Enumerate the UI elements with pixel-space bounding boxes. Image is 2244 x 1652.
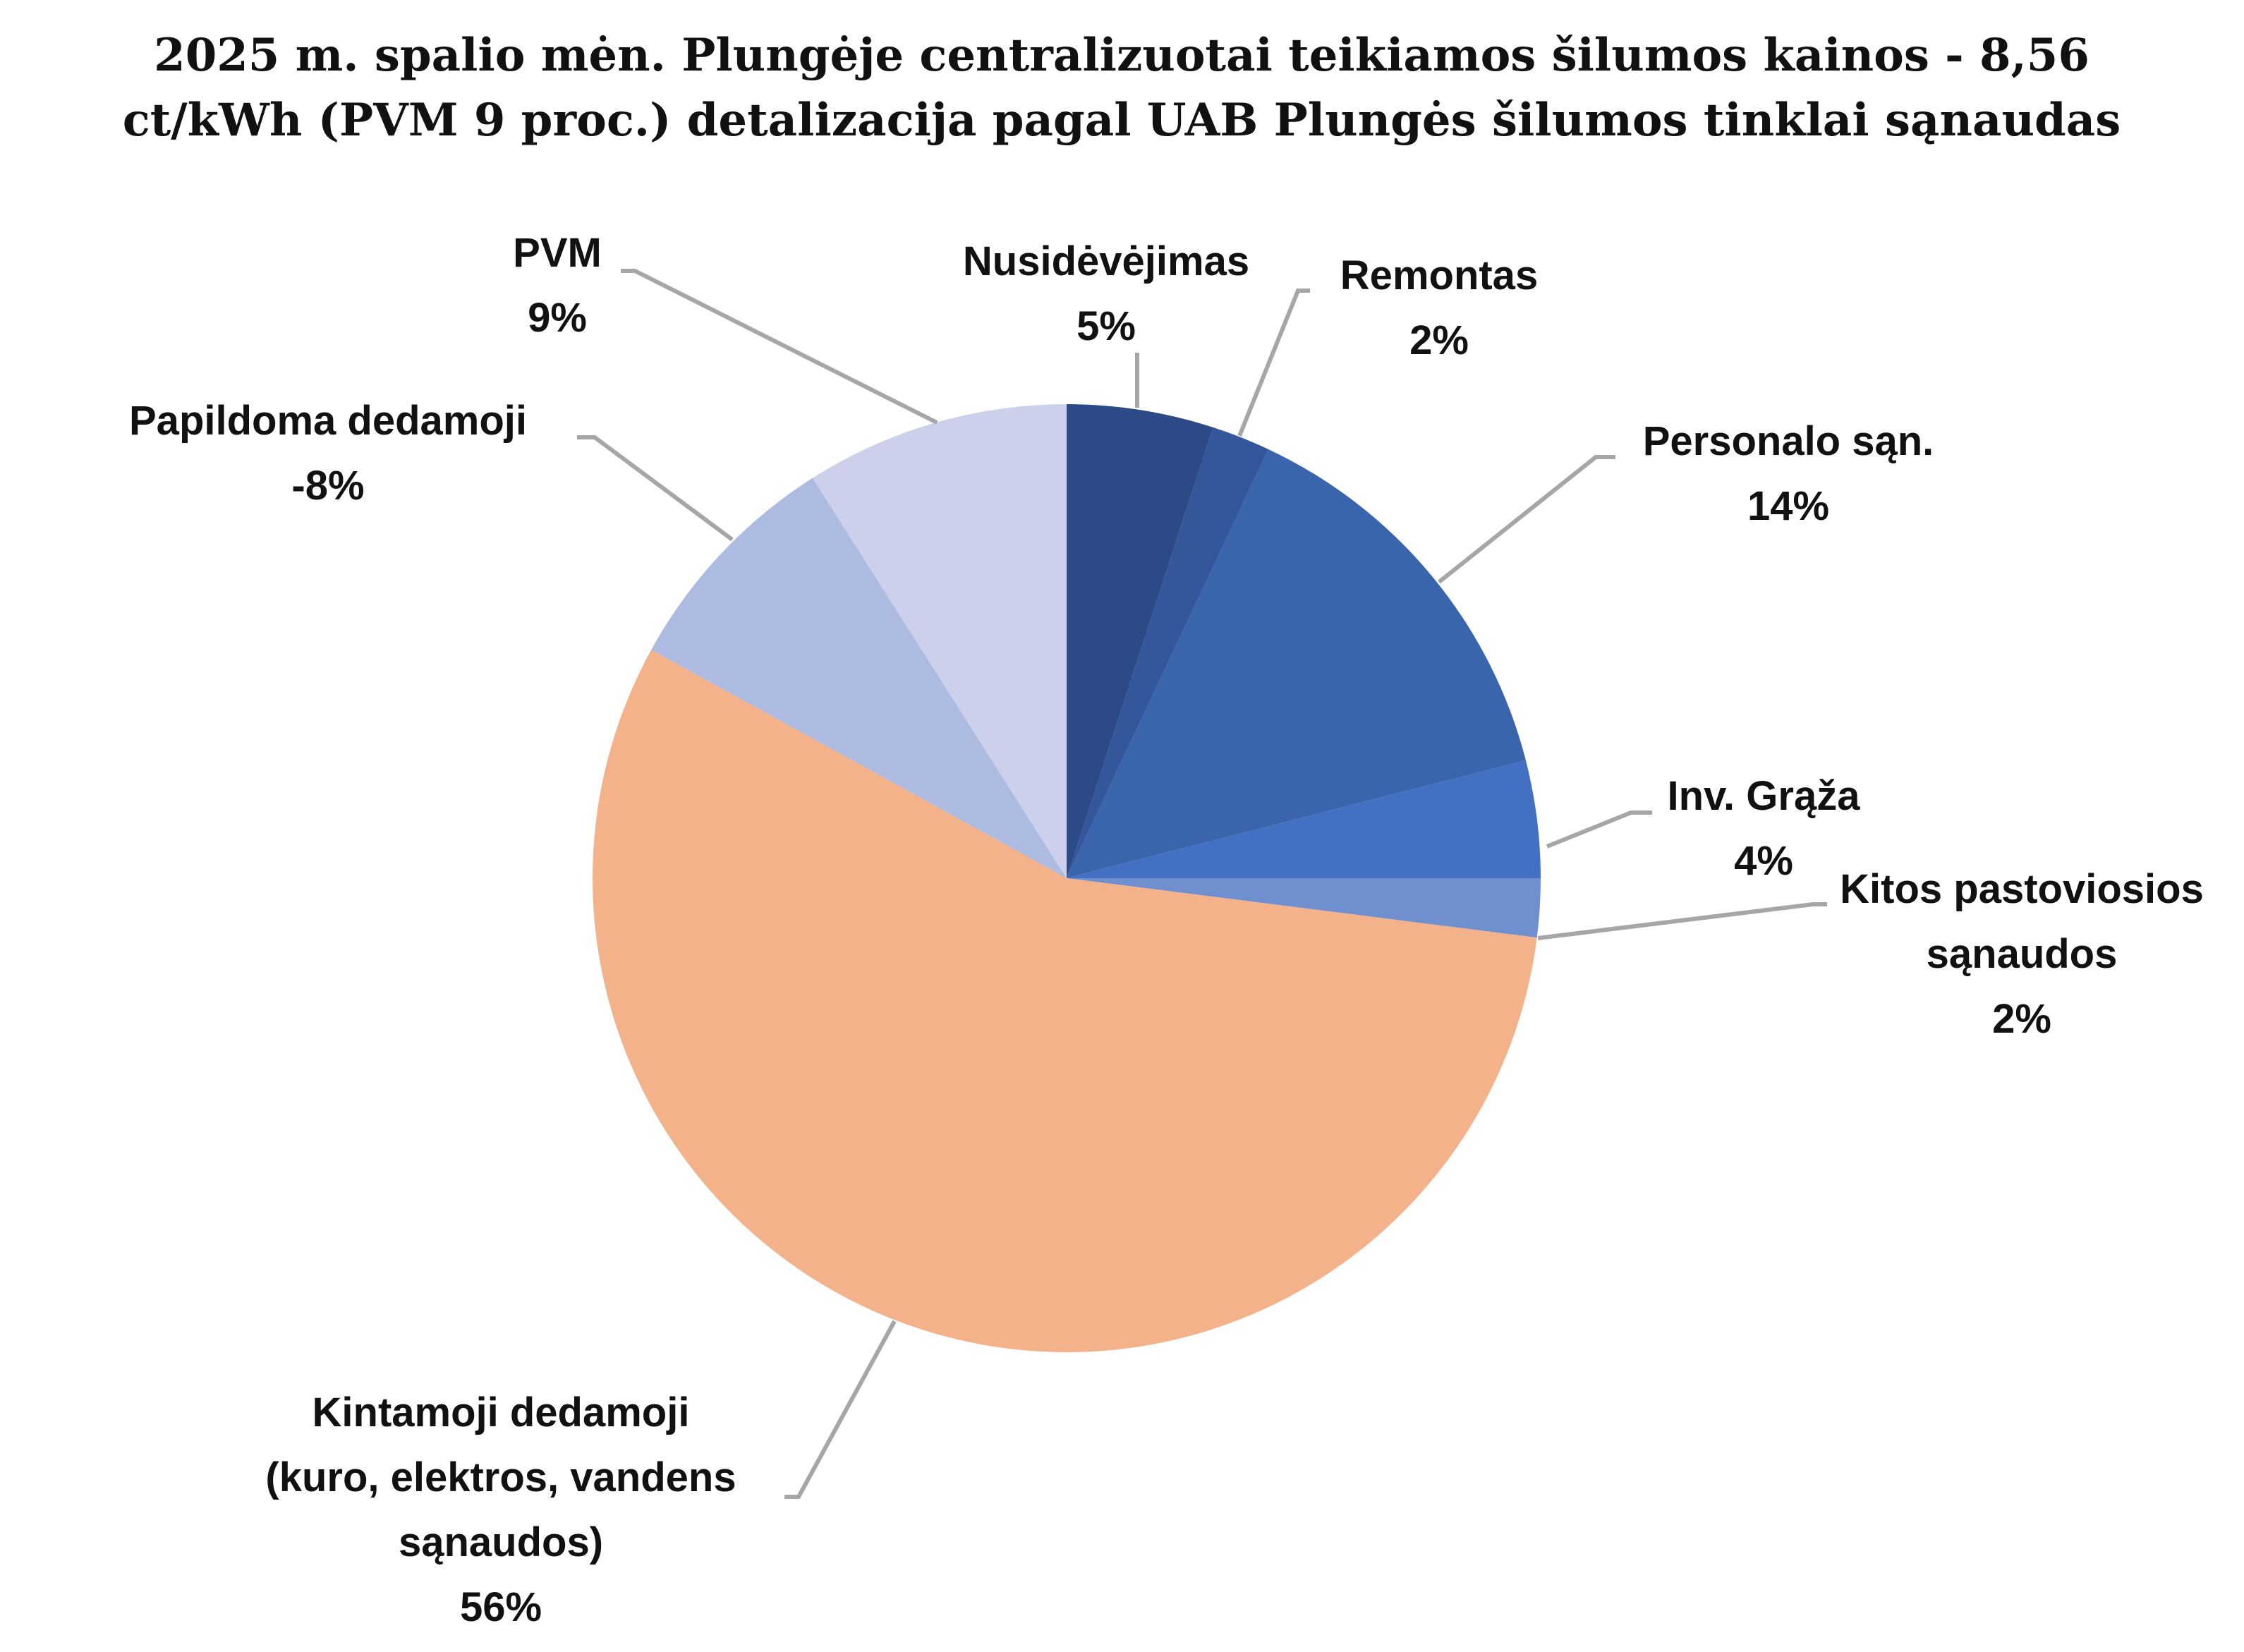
leader-line-3 xyxy=(1546,810,1652,849)
data-label-4-line-1: sąnaudos xyxy=(1927,931,2118,977)
data-label-3: Inv. Grąža 4% xyxy=(1668,773,1861,884)
pie-slice-2 xyxy=(1067,449,1526,878)
data-label-2-percent: 14% xyxy=(1747,483,1829,529)
pie-slice-7 xyxy=(812,404,1067,878)
data-label-0-line-0: Nusidėvėjimas xyxy=(963,238,1249,284)
leader-line-1 xyxy=(1237,289,1310,437)
data-label-7-percent: 9% xyxy=(528,295,587,341)
data-label-3-percent: 4% xyxy=(1734,838,1793,884)
data-label-1-percent: 2% xyxy=(1409,317,1469,363)
data-label-6-line-0: Papildoma dedamoji xyxy=(129,398,527,444)
data-label-4: Kitos pastoviosios sąnaudos 2% xyxy=(1840,866,2204,1042)
leader-line-7 xyxy=(621,269,938,425)
data-labels: Nusidėvėjimas 5% Remontas 2% Personalo sąn. 1… xyxy=(129,230,2204,1630)
data-label-5: Kintamoji dedamoji (kuro, elektros, vande… xyxy=(265,1390,736,1630)
pie-slice-0 xyxy=(1067,404,1213,878)
data-label-5-percent: 56% xyxy=(460,1584,542,1630)
data-label-2: Personalo sąn. 14% xyxy=(1643,418,1934,529)
pie-slice-6 xyxy=(651,478,1067,878)
pie-slice-3 xyxy=(1067,760,1541,878)
leader-lines xyxy=(577,269,1827,1499)
data-label-0: Nusidėvėjimas 5% xyxy=(963,238,1249,349)
pie-slices xyxy=(592,404,1541,1352)
data-label-6-percent: -8% xyxy=(291,463,364,509)
chart-title: 2025 m. spalio mėn. Plungėje centralizuo… xyxy=(123,29,2121,147)
pie-slice-4 xyxy=(1067,878,1541,938)
chart-title-line-2: ct/kWh (PVM 9 proc.) detalizacija pagal … xyxy=(123,94,2121,147)
leader-line-2 xyxy=(1438,455,1615,584)
pie-slice-5 xyxy=(592,650,1537,1352)
data-label-0-percent: 5% xyxy=(1076,303,1136,349)
data-label-5-line-0: Kintamoji dedamoji xyxy=(313,1390,690,1435)
leader-line-4 xyxy=(1537,902,1827,940)
data-label-4-line-0: Kitos pastoviosios xyxy=(1840,866,2204,912)
data-label-5-line-1: (kuro, elektros, vandens xyxy=(265,1454,736,1500)
leader-line-6 xyxy=(577,435,734,542)
data-label-2-line-0: Personalo sąn. xyxy=(1643,418,1934,464)
data-label-5-line-2: sąnaudos) xyxy=(399,1519,603,1565)
data-label-1: Remontas 2% xyxy=(1340,253,1538,363)
data-label-7-line-0: PVM xyxy=(513,230,602,276)
leader-line-5 xyxy=(784,1320,897,1499)
data-label-6: Papildoma dedamoji -8% xyxy=(129,398,527,509)
data-label-4-percent: 2% xyxy=(1992,996,2051,1042)
data-label-1-line-0: Remontas xyxy=(1340,253,1538,298)
data-label-3-line-0: Inv. Grąža xyxy=(1668,773,1861,819)
chart-title-line-1: 2025 m. spalio mėn. Plungėje centralizuo… xyxy=(154,29,2090,82)
data-label-7: PVM 9% xyxy=(513,230,602,341)
pie-slice-1 xyxy=(1067,427,1269,878)
